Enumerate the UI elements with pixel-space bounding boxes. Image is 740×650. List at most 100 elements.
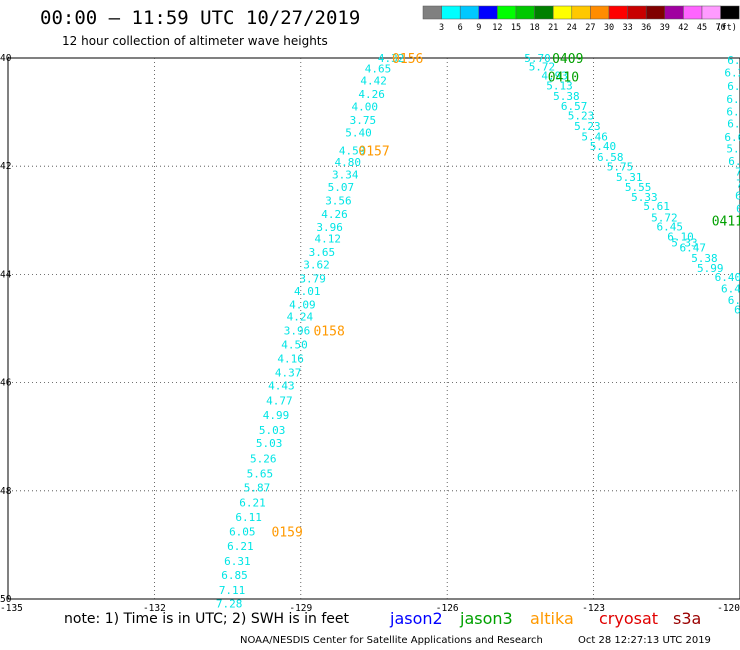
wave-height-value: 7.11 — [219, 584, 246, 597]
wave-height-value: 6.05 — [726, 93, 740, 106]
legend-jason2: jason2 — [390, 609, 443, 628]
colorbar-label: 15 — [511, 23, 521, 33]
wave-height-value: 5.70 — [524, 52, 551, 65]
wave-height-value: 6.21 — [227, 540, 254, 553]
wave-height-value: 5.26 — [250, 452, 277, 465]
wave-height-value: 4.01 — [294, 285, 321, 298]
wave-height-value: 4.00 — [352, 101, 379, 114]
wave-height-value: 6.80 — [734, 304, 740, 317]
colorbar-swatch — [590, 5, 610, 20]
map-frame — [7, 57, 740, 600]
wave-height-value: 4.26 — [358, 88, 385, 101]
colorbar-label: 42 — [678, 23, 688, 33]
satellite-tracks: 4.324.654.424.264.003.755.404.594.803.34… — [216, 52, 740, 610]
colorbar-label: 39 — [660, 23, 670, 33]
wave-height-value: 4.37 — [275, 366, 302, 379]
colorbar-swatch — [720, 5, 740, 20]
latitude-label: 46 — [0, 378, 12, 389]
wave-height-value: 6.19 — [728, 294, 740, 307]
wave-height-value: 5.87 — [244, 482, 270, 495]
colorbar-swatch — [441, 5, 461, 20]
wave-height-value: 5.03 — [256, 437, 282, 450]
legend-s3a: s3a — [673, 609, 702, 628]
wave-height-value: 6.47 — [679, 241, 706, 254]
wave-height-value: 4.77 — [266, 394, 293, 407]
wave-height-value: 4.09 — [289, 299, 316, 312]
latitude-label: 42 — [0, 161, 11, 172]
wave-height-value: 6.40 — [715, 271, 740, 284]
wave-height-value: 5.07 — [328, 181, 355, 194]
colorbar-label: 30 — [604, 23, 614, 33]
latitude-label: 50 — [0, 594, 12, 605]
colorbar-label: 24 — [567, 23, 577, 33]
wave-height-value: 4.24 — [287, 311, 314, 324]
wave-height-value: 6.87 — [727, 117, 740, 130]
longitude-label: -120 — [717, 603, 740, 614]
wave-height-value: 5.13 — [546, 80, 573, 93]
wave-height-value: 5.40 — [590, 140, 617, 153]
colorbar-swatch — [645, 5, 666, 20]
generated-timestamp: Oct 28 12:27:13 UTC 2019 — [578, 635, 711, 646]
wave-height-value: 4.42 — [360, 75, 387, 88]
colorbar-swatch — [683, 5, 703, 20]
wave-height-value: 3.75 — [350, 114, 377, 127]
legend-jason3: jason3 — [460, 609, 513, 628]
wave-height-value: 6.42 — [728, 155, 740, 168]
colorbar-swatch — [478, 5, 498, 20]
colorbar-swatch — [552, 5, 573, 20]
wave-height-value: 6.85 — [221, 569, 248, 582]
color-scale-bar: 3 6 9 12 15 18 21 24 27 30 33 36 39 42 45 70(ft) — [422, 5, 740, 33]
track-jason3-a: 5.705.724.935.135.386.575.235.235.465.40… — [524, 52, 740, 317]
wave-height-value: 6.45 — [657, 220, 684, 233]
pass-time-label: 0158 — [313, 325, 344, 340]
pass-time-label: 0410 — [548, 70, 579, 85]
colorbar-swatch — [664, 5, 684, 20]
wave-height-value: 5.40 — [345, 127, 372, 140]
pass-time-label: 0157 — [358, 145, 389, 160]
wave-height-value: 5.33 — [671, 236, 698, 249]
pass-time-label: 0409 — [552, 52, 583, 67]
latitude-label: 48 — [0, 486, 12, 497]
wave-height-value: 5.61 — [643, 200, 670, 213]
colorbar-swatch — [571, 5, 591, 20]
pass-time-label: 0159 — [272, 525, 303, 540]
wave-height-value: 6.15 — [727, 80, 740, 93]
wave-height-value: 3.65 — [309, 246, 336, 259]
legend-altika: altika — [530, 609, 574, 628]
wave-height-value: 3.96 — [316, 221, 343, 234]
longitude-label: -132 — [143, 603, 166, 614]
colorbar-swatch — [515, 5, 535, 20]
legend-cryosat: cryosat — [599, 609, 659, 628]
colorbar-label: 70 — [715, 23, 725, 33]
colorbar-swatch — [701, 5, 721, 20]
colorbar-swatch — [627, 5, 647, 20]
wave-height-value: 5.65 — [247, 467, 274, 480]
colorbar-label: 12 — [492, 23, 502, 33]
pass-time-label: 0411 — [712, 214, 740, 229]
wave-height-value: 4.12 — [314, 233, 341, 246]
wave-height-value: 6.21 — [724, 67, 740, 80]
wave-height-value: 5.03 — [259, 424, 286, 437]
wave-height-value: 6.58 — [597, 151, 624, 164]
wave-height-value: 6.68 — [724, 131, 740, 144]
wave-height-value: 5.55 — [625, 181, 652, 194]
wave-height-value: 7.28 — [736, 178, 740, 191]
colorbar-swatch — [497, 5, 517, 20]
colorbar-swatch — [608, 5, 628, 20]
wave-height-value: 4.93 — [541, 69, 568, 82]
wave-height-value: 4.80 — [334, 156, 361, 169]
wave-height-value: 3.96 — [284, 325, 311, 338]
longitude-label: -135 — [0, 603, 23, 614]
wave-height-value: 6.05 — [229, 525, 256, 538]
wave-height-value: 3.34 — [332, 168, 359, 181]
wave-height-value: 5.87 — [726, 142, 740, 155]
wave-height-value: 3.79 — [299, 273, 326, 286]
colorbar-label: 18 — [529, 23, 539, 33]
colorbar-label: 45 — [697, 23, 707, 33]
pass-time-label: 0156 — [392, 52, 423, 67]
wave-height-value: 5.99 — [697, 262, 724, 275]
wave-height-value: 4.59 — [339, 145, 366, 158]
footer-note: note: 1) Time is in UTC; 2) SWH is in fe… — [64, 611, 350, 627]
wave-height-value: 4.50 — [281, 339, 308, 352]
wave-height-value: 6.71 — [736, 202, 740, 215]
